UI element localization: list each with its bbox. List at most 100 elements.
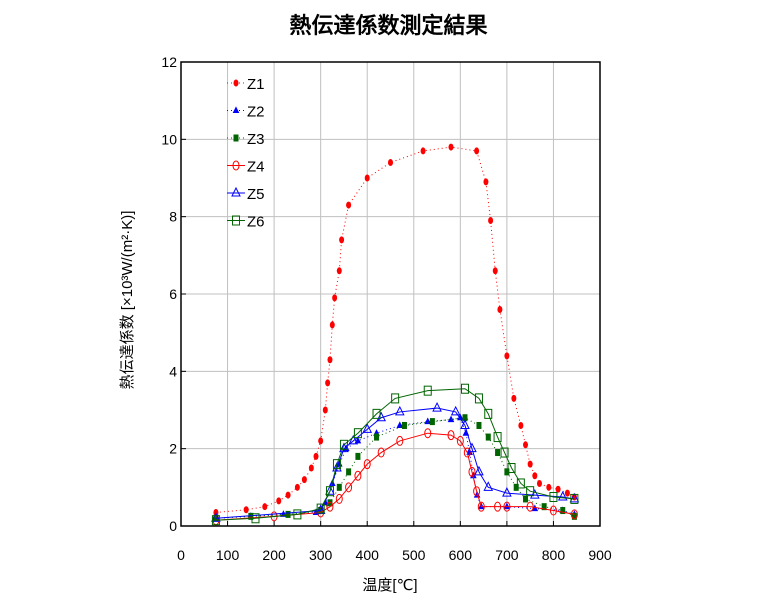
data-point <box>251 513 260 524</box>
data-point <box>308 464 314 472</box>
data-point <box>388 159 393 167</box>
data-point <box>462 414 468 422</box>
data-point <box>504 468 510 476</box>
data-point <box>447 415 455 423</box>
data-point <box>301 476 307 484</box>
data-point <box>345 482 353 493</box>
x-tick-label: 0 <box>177 547 185 563</box>
data-point <box>516 478 525 489</box>
series-line <box>215 417 575 519</box>
data-point <box>549 492 558 502</box>
data-point <box>329 321 335 329</box>
data-point <box>518 421 524 429</box>
data-point <box>474 147 480 155</box>
legend-item-z1: Z1 <box>227 76 265 93</box>
data-point <box>395 405 405 416</box>
data-point <box>262 503 268 511</box>
data-point <box>285 510 291 518</box>
data-point <box>503 501 511 512</box>
data-point <box>560 507 566 515</box>
data-point <box>468 466 476 477</box>
data-point <box>339 236 345 244</box>
data-point <box>362 423 373 433</box>
data-point <box>318 437 324 445</box>
series-z5 <box>211 401 580 522</box>
data-point <box>447 430 455 441</box>
series-line <box>215 388 575 521</box>
data-point <box>354 470 362 481</box>
series-z4 <box>212 428 578 526</box>
data-point <box>391 393 400 404</box>
y-axis-label: 熱伝達係数 [×10³W/(m²·K)] <box>119 211 136 390</box>
y-tick-label: 10 <box>161 131 177 147</box>
data-point <box>448 143 454 151</box>
legend-marker <box>232 215 240 226</box>
data-point <box>243 506 249 514</box>
data-point <box>526 486 535 497</box>
data-point <box>211 512 221 522</box>
series-line <box>215 407 575 519</box>
data-point <box>460 419 470 429</box>
data-point <box>336 483 342 491</box>
legend-label: Z4 <box>247 159 265 176</box>
data-point <box>570 509 578 520</box>
data-point <box>364 174 370 182</box>
data-point <box>511 394 517 402</box>
data-point <box>494 501 502 512</box>
y-tick-label: 0 <box>169 518 177 534</box>
data-point <box>476 421 482 429</box>
data-point <box>467 442 477 453</box>
data-point <box>495 449 501 457</box>
series-line <box>215 417 575 519</box>
data-point <box>463 447 471 458</box>
x-tick-label: 500 <box>402 547 426 563</box>
data-point <box>523 441 529 449</box>
data-point <box>488 217 494 225</box>
data-point <box>294 483 300 491</box>
data-point <box>527 460 533 468</box>
x-tick-label: 800 <box>542 547 566 563</box>
legend-item-z4: Z4 <box>227 159 265 176</box>
data-point <box>493 432 502 443</box>
legend-label: Z2 <box>247 104 265 121</box>
data-point <box>513 483 519 491</box>
series-group <box>211 143 580 526</box>
legend-marker <box>232 160 240 171</box>
data-point <box>346 468 352 476</box>
data-point <box>569 492 580 503</box>
legend-label: Z5 <box>247 186 265 203</box>
y-tick-label: 12 <box>161 54 177 70</box>
data-point <box>474 393 483 404</box>
data-point <box>570 493 579 504</box>
data-point <box>376 411 386 422</box>
data-point <box>450 405 461 416</box>
data-point <box>460 383 469 394</box>
data-point <box>532 472 538 480</box>
data-point <box>316 503 325 514</box>
data-point <box>483 481 494 491</box>
legend: Z1 Z2 Z3 Z4 Z5 Z6 <box>227 76 265 231</box>
chart-title: 熱伝達係数測定結果 <box>289 14 488 39</box>
data-point <box>335 493 343 504</box>
data-point <box>325 486 334 497</box>
data-point <box>541 503 547 511</box>
x-tick-label: 900 <box>588 547 612 563</box>
legend-marker <box>232 106 240 113</box>
data-point <box>526 501 534 512</box>
data-point <box>485 433 491 441</box>
legend-label: Z6 <box>247 214 265 231</box>
data-point <box>346 201 352 209</box>
data-point <box>474 465 484 476</box>
data-point <box>432 401 442 412</box>
data-point <box>429 418 435 426</box>
data-point <box>276 497 282 505</box>
data-point <box>504 352 510 360</box>
x-tick-label: 600 <box>449 547 473 563</box>
data-point <box>339 439 348 450</box>
data-point <box>530 488 540 499</box>
x-tick-label: 100 <box>216 547 240 563</box>
data-point <box>497 305 503 313</box>
data-point <box>546 483 552 491</box>
data-point <box>557 490 568 501</box>
data-point <box>507 463 516 473</box>
